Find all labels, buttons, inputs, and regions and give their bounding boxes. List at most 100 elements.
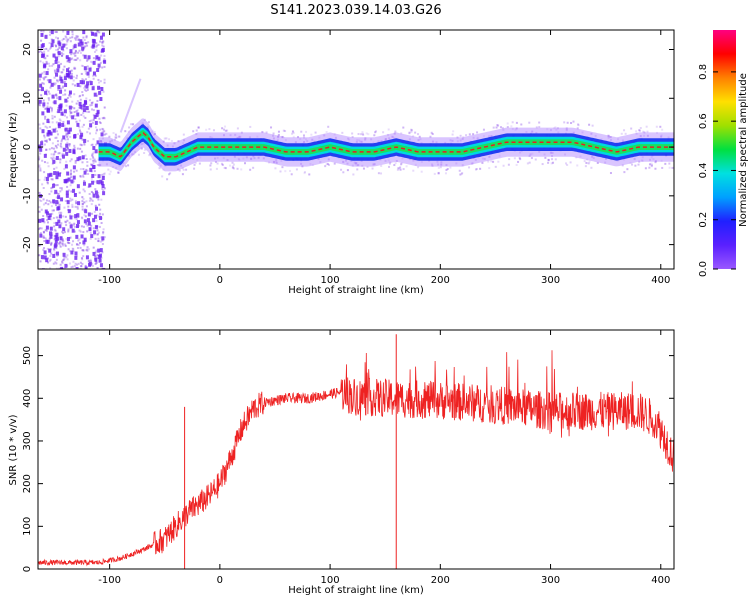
- spectrogram-noise-cell: [38, 178, 41, 181]
- spectrogram-scatter-cell: [197, 126, 200, 129]
- spectrogram-noise-cell: [38, 78, 41, 81]
- spectrogram-noise-cell: [70, 176, 73, 179]
- spectrogram-noise-cell: [87, 172, 90, 175]
- spectrogram-noise-cell: [57, 109, 61, 114]
- spectrogram-noise-cell: [49, 172, 53, 177]
- spectrogram-noise-cell: [82, 249, 85, 252]
- spectrogram-noise-cell: [47, 90, 50, 93]
- spectrogram-noise-cell: [44, 176, 47, 179]
- spectrogram-noise-cell: [64, 89, 67, 92]
- spectrogram-scatter-cell: [214, 160, 217, 163]
- spectrogram-noise-cell: [85, 105, 89, 110]
- spectrogram-noise-cell: [67, 73, 71, 78]
- spectrogram-noise-cell: [68, 221, 71, 224]
- spectrogram-noise-cell: [46, 229, 49, 232]
- spectrogram-scatter-cell: [437, 171, 440, 174]
- spectrogram-noise-cell: [40, 39, 43, 42]
- spectrogram-noise-cell: [66, 138, 69, 141]
- spectrogram-scatter-cell: [244, 162, 247, 165]
- spectrogram-scatter-cell: [587, 162, 590, 165]
- spectrogram-noise-cell: [97, 85, 101, 90]
- spectrogram-noise-cell: [65, 224, 68, 227]
- spectrogram-noise-cell: [79, 175, 82, 178]
- spectrogram-noise-cell: [102, 238, 105, 241]
- spectrogram-noise-cell: [73, 107, 76, 110]
- colorbar-ticks: 0.0 0.2 0.4 0.6 0.8: [698, 64, 736, 277]
- spectrogram-scatter-cell: [497, 160, 500, 163]
- spectrogram-noise-cell: [51, 162, 54, 165]
- spectrogram-noise-cell: [89, 258, 92, 261]
- spectrogram-noise-cell: [78, 95, 81, 98]
- spectrogram-noise-cell: [67, 177, 71, 182]
- spectrogram-scatter-cell: [642, 130, 645, 133]
- spectrogram-noise-cell: [99, 179, 103, 184]
- spectrogram-scatter-cell: [295, 168, 298, 171]
- spectrogram-noise-cell: [98, 215, 101, 218]
- spectrogram-scatter-cell: [515, 163, 518, 166]
- spectrogram-noise-cell: [91, 86, 95, 91]
- spectrogram-noise-cell: [88, 259, 91, 262]
- spectrogram-noise-cell: [79, 94, 82, 97]
- spectrogram-noise-cell: [38, 123, 41, 126]
- spectrogram-noise-cell: [74, 161, 77, 164]
- spectrogram-noise-cell: [68, 143, 71, 146]
- spectrogram-scatter-cell: [297, 136, 300, 139]
- spectrogram-scatter-cell: [451, 133, 454, 136]
- spectrogram-scatter-cell: [193, 163, 196, 166]
- spectrogram-noise-cell: [55, 45, 58, 48]
- spectrogram-noise-cell: [73, 134, 77, 139]
- spectrogram-noise-cell: [49, 254, 52, 257]
- spectrogram-noise-cell: [72, 47, 75, 50]
- spectrogram-noise-cell: [103, 59, 107, 64]
- spectrogram-scatter-cell: [128, 126, 131, 129]
- spectrogram-noise-cell: [49, 106, 52, 109]
- spectrogram-noise-cell: [68, 250, 71, 253]
- spectrogram-noise-cell: [53, 248, 56, 251]
- spectrogram-noise-cell: [59, 243, 62, 246]
- spectrogram-noise-cell: [96, 164, 99, 167]
- spectrogram-noise-cell: [40, 255, 44, 260]
- spectrogram-noise-cell: [101, 243, 104, 246]
- spectrogram-noise-cell: [92, 195, 95, 198]
- spectrogram-scatter-cell: [314, 131, 317, 134]
- spectrogram-track-layer: [98, 78, 674, 172]
- spectrogram-noise-cell: [69, 49, 73, 54]
- spectrogram-scatter-cell: [380, 164, 383, 167]
- spectrogram-noise-cell: [54, 59, 58, 64]
- spectrogram-scatter-cell: [166, 178, 169, 181]
- spectrogram-noise-cell: [56, 193, 59, 196]
- spectrogram-noise-cell: [66, 258, 69, 261]
- spectrogram-noise-cell: [89, 237, 92, 240]
- spectrogram-noise-cell: [46, 119, 50, 124]
- spectrogram-noise-cell: [90, 119, 93, 122]
- spectrogram-noise-cell: [102, 191, 106, 196]
- spectrogram-noise-cell: [56, 184, 59, 187]
- spectrogram-noise-cell: [93, 92, 97, 97]
- spectrogram-noise-cell: [47, 216, 51, 221]
- spectrogram-noise-cell: [96, 30, 99, 33]
- spectrogram-scatter-cell: [648, 163, 651, 166]
- spectrogram-scatter-cell: [308, 173, 311, 176]
- spectrogram-noise-cell: [89, 123, 93, 128]
- spectrogram-ridge-line: [98, 132, 674, 158]
- spectrogram-noise-cell: [94, 160, 97, 163]
- spectrogram-scatter-cell: [639, 129, 642, 132]
- spectrogram-noise-cell: [66, 241, 69, 244]
- spectrogram-noise-cell: [41, 82, 44, 85]
- spectrogram-noise-cell: [61, 39, 64, 42]
- spectrogram-cyan-band: [98, 127, 674, 163]
- spectrogram-noise-cell: [82, 225, 85, 228]
- spectrogram-scatter-cell: [570, 121, 573, 124]
- spectrogram-noise-cell: [91, 173, 95, 178]
- spectrogram-noise-cell: [38, 228, 41, 231]
- spectrogram-scatter-cell: [631, 163, 634, 166]
- spectrogram-noise-cell: [43, 178, 46, 181]
- spectrogram-noise-cell: [83, 180, 86, 183]
- spectrogram-noise-cell: [91, 152, 94, 155]
- spectrogram-noise-cell: [103, 117, 106, 120]
- spectrogram-noise-cell: [74, 38, 77, 41]
- spectrogram-noise-cell: [38, 164, 41, 167]
- spectrogram-noise-cell: [45, 177, 49, 182]
- spectrogram-noise-cell: [50, 85, 53, 88]
- spectrogram-noise-cell: [47, 130, 51, 135]
